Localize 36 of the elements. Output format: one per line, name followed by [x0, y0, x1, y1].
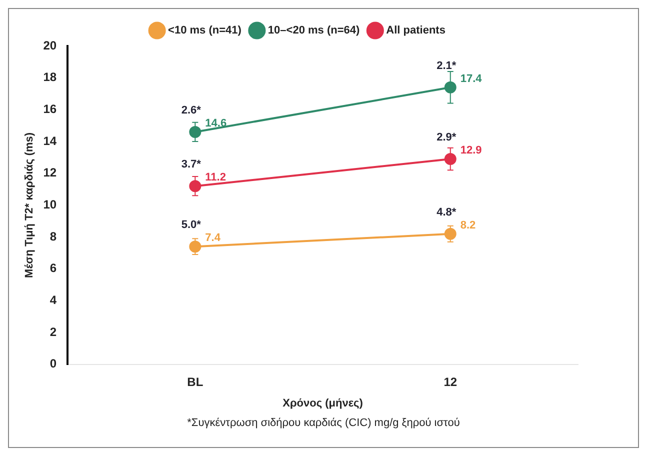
x-axis-title: Χρόνος (μήνες) — [282, 397, 364, 410]
y-axis-title: Μέση Τιμή T2* καρδιάς (ms) — [24, 132, 36, 278]
legend-label: All patients — [386, 24, 446, 37]
y-tick-label: 0 — [50, 356, 57, 371]
y-tick-label: 10 — [43, 198, 57, 212]
y-tick-label: 20 — [43, 38, 57, 52]
data-label: 12.9 — [460, 144, 482, 157]
annotation: 2.9* — [436, 132, 457, 144]
point — [444, 228, 456, 240]
annotation: 5.0* — [181, 219, 202, 232]
point — [189, 180, 202, 192]
data-label: 17.4 — [460, 72, 483, 85]
data-label: 14.6 — [205, 118, 227, 130]
y-tick-label: 14 — [43, 134, 57, 148]
y-tick-label: 4 — [50, 293, 57, 308]
y-tick-label: 8 — [50, 229, 57, 244]
y-tick-label: 16 — [43, 102, 57, 116]
x-tick-label: BL — [187, 374, 204, 389]
legend-label: 10–<20 ms (n=64) — [268, 24, 360, 37]
text: *Συγκέντρωση σιδήρου καρδιάς (CIC) mg/g ξηρού ιστού — [186, 417, 461, 429]
point — [444, 81, 456, 94]
annotation: 3.7* — [181, 158, 202, 171]
legend-label: <10 ms (n=41) — [168, 24, 242, 37]
y-tick-label: 12 — [43, 166, 57, 180]
point — [444, 153, 456, 166]
data-label: 8.2 — [460, 219, 476, 232]
data-label: 11.2 — [205, 172, 226, 184]
y-tick-label: 6 — [50, 261, 57, 276]
y-tick-label: 18 — [43, 70, 57, 84]
annotation: 2.6* — [181, 104, 202, 116]
y-tick-label: 2 — [50, 324, 57, 339]
point — [189, 126, 202, 138]
data-label: 7.4 — [205, 232, 222, 244]
annotation: 2.1* — [436, 60, 457, 72]
annotation: 4.8* — [436, 206, 457, 218]
point — [189, 240, 202, 253]
